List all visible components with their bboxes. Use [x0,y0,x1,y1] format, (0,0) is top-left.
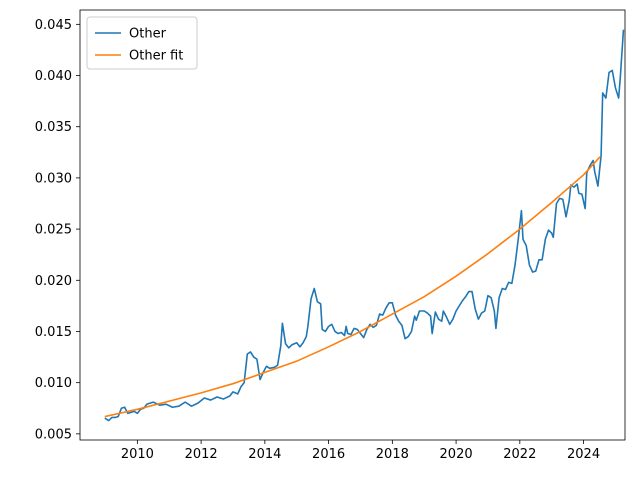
series-line-0 [104,29,625,422]
y-tick-label: 0.040 [35,69,72,84]
y-tick-label: 0.025 [35,223,72,238]
series-layer [104,29,625,422]
x-tick-label: 2022 [503,447,536,462]
x-tick-label: 2010 [121,447,154,462]
legend-label-1: Other fit [129,49,183,64]
plot-frame [79,9,626,441]
x-tick-label: 2014 [248,447,281,462]
y-tick-label: 0.030 [35,171,72,186]
y-tick-label: 0.020 [35,274,72,289]
y-tick-label: 0.010 [35,376,72,391]
y-tick-label: 0.035 [35,120,72,135]
x-tick-label: 2018 [376,447,409,462]
legend: Other Other fit [86,16,198,70]
y-axis: 0.005 0.010 0.015 0.020 0.025 0.030 0.035 0.040… [35,18,80,442]
x-tick-label: 2024 [567,447,600,462]
x-tick-label: 2016 [312,447,345,462]
y-tick-label: 0.015 [35,325,72,340]
y-tick-label: 0.045 [35,18,72,33]
series-line-1 [104,156,601,418]
x-tick-label: 2020 [440,447,473,462]
y-tick-label: 0.005 [35,427,72,442]
legend-box [86,16,198,70]
x-axis: 2010 2012 2014 2016 2018 2020 2022 2024 [121,440,600,462]
legend-label-0: Other [129,27,167,42]
x-tick-label: 2012 [185,447,218,462]
